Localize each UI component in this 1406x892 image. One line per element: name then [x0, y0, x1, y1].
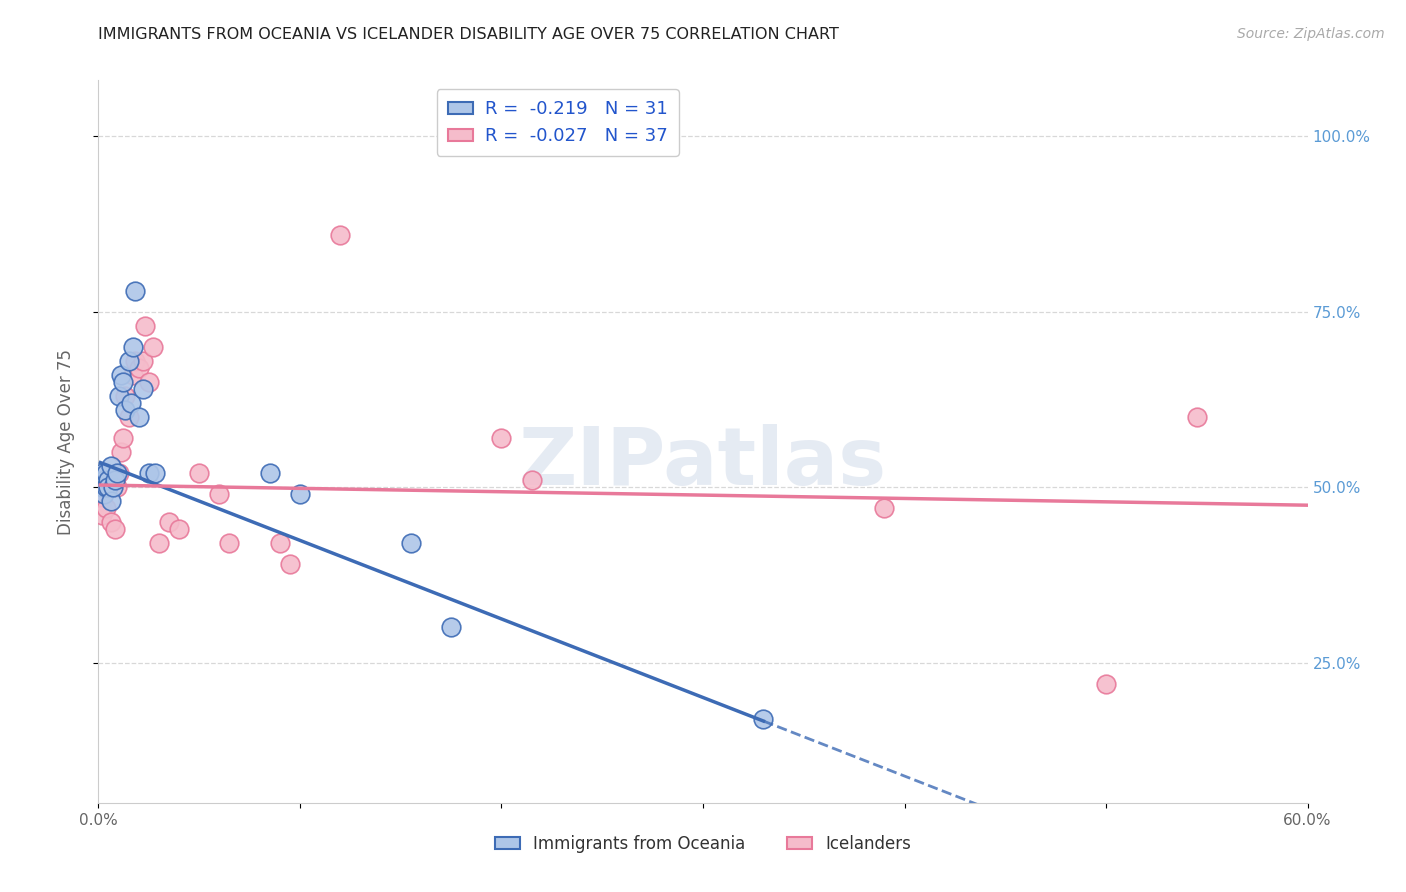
Point: [91, 480, 114, 494]
Point: [520, 473, 543, 487]
Point: [89, 473, 111, 487]
Point: [110, 445, 132, 459]
Point: [118, 409, 141, 424]
Point: [91, 494, 114, 508]
Point: [208, 487, 231, 501]
Point: [107, 466, 129, 480]
Point: [329, 227, 352, 242]
Legend: Immigrants from Oceania, Icelanders: Immigrants from Oceania, Icelanders: [488, 828, 918, 860]
Point: [96, 480, 118, 494]
Point: [873, 501, 896, 516]
Point: [148, 536, 170, 550]
Point: [91, 466, 114, 480]
Point: [111, 431, 134, 445]
Point: [107, 389, 129, 403]
Point: [142, 340, 165, 354]
Point: [269, 536, 291, 550]
Point: [124, 354, 146, 368]
Point: [111, 375, 134, 389]
Point: [105, 480, 128, 494]
Point: [96, 466, 118, 480]
Point: [128, 409, 150, 424]
Point: [259, 466, 281, 480]
Point: [121, 340, 143, 354]
Point: [218, 536, 240, 550]
Point: [93, 480, 115, 494]
Point: [399, 536, 422, 550]
Point: [96, 501, 118, 516]
Point: [440, 620, 463, 634]
Point: [138, 466, 160, 480]
Point: [93, 473, 115, 487]
Point: [752, 712, 775, 726]
Point: [114, 389, 136, 403]
Point: [97, 480, 120, 494]
Point: [132, 354, 155, 368]
Point: [157, 515, 180, 529]
Point: [121, 368, 143, 382]
Point: [103, 473, 125, 487]
Point: [491, 431, 513, 445]
Point: [132, 382, 155, 396]
Point: [134, 318, 156, 333]
Point: [91, 508, 114, 523]
Point: [188, 466, 211, 480]
Point: [105, 466, 128, 480]
Y-axis label: Disability Age Over 75: Disability Age Over 75: [56, 349, 75, 534]
Point: [278, 558, 301, 572]
Point: [143, 466, 166, 480]
Point: [100, 473, 122, 487]
Point: [288, 487, 311, 501]
Text: ZIPatlas: ZIPatlas: [519, 425, 887, 502]
Point: [93, 487, 115, 501]
Point: [101, 480, 124, 494]
Point: [100, 459, 122, 474]
Point: [114, 403, 136, 417]
Point: [101, 480, 124, 494]
Point: [138, 375, 160, 389]
Point: [97, 473, 120, 487]
Point: [103, 522, 125, 536]
Text: IMMIGRANTS FROM OCEANIA VS ICELANDER DISABILITY AGE OVER 75 CORRELATION CHART: IMMIGRANTS FROM OCEANIA VS ICELANDER DIS…: [98, 27, 839, 42]
Point: [97, 480, 120, 494]
Point: [167, 522, 190, 536]
Point: [1095, 676, 1118, 690]
Point: [128, 360, 150, 375]
Point: [110, 368, 132, 382]
Point: [120, 396, 142, 410]
Point: [89, 487, 111, 501]
Text: Source: ZipAtlas.com: Source: ZipAtlas.com: [1237, 27, 1385, 41]
Point: [100, 494, 122, 508]
Point: [1185, 409, 1208, 424]
Point: [118, 354, 141, 368]
Point: [124, 284, 146, 298]
Point: [100, 515, 122, 529]
